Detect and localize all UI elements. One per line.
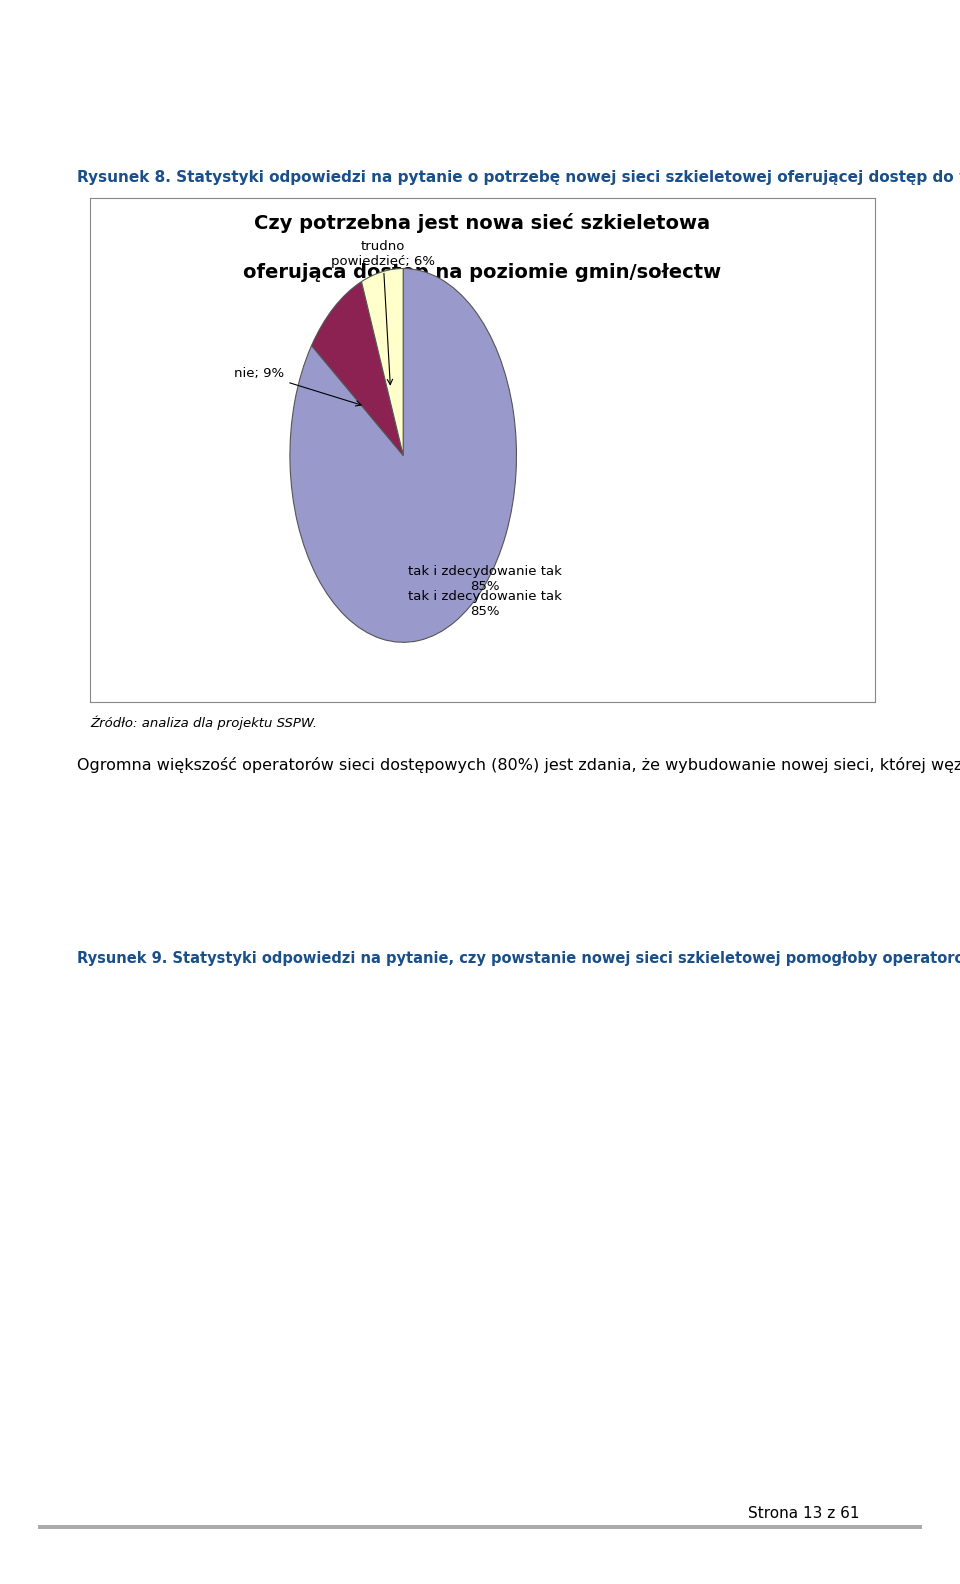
- Text: Czy potrzebna jest nowa sieć szkieletowa: Czy potrzebna jest nowa sieć szkieletowa: [254, 214, 710, 233]
- Text: Rysunek 8. Statystyki odpowiedzi na pytanie o potrzebę nowej sieci szkieletowej : Rysunek 8. Statystyki odpowiedzi na pyta…: [77, 169, 960, 185]
- Text: Strona 13 z 61: Strona 13 z 61: [748, 1506, 859, 1521]
- Text: Rysunek 9. Statystyki odpowiedzi na pytanie, czy powstanie nowej sieci szkieleto: Rysunek 9. Statystyki odpowiedzi na pyta…: [77, 950, 960, 966]
- Text: trudno
powiedzieć; 6%: trudno powiedzieć; 6%: [331, 239, 435, 385]
- Text: tak i zdecydowanie tak
85%: tak i zdecydowanie tak 85%: [408, 565, 562, 592]
- Text: Ogromna większość operatorów sieci dostępowych (80%) jest zdania, że wybudowanie: Ogromna większość operatorów sieci dostę…: [77, 757, 960, 773]
- Text: Źródło: analiza dla projektu SSPW.: Źródło: analiza dla projektu SSPW.: [90, 716, 318, 730]
- Text: oferująca dostęp na poziomie gmin/sołectw: oferująca dostęp na poziomie gmin/sołect…: [243, 263, 722, 282]
- Text: tak i zdecydowanie tak
85%: tak i zdecydowanie tak 85%: [408, 589, 562, 618]
- Wedge shape: [362, 268, 403, 456]
- Wedge shape: [312, 282, 403, 456]
- Text: nie; 9%: nie; 9%: [234, 367, 361, 406]
- Wedge shape: [290, 268, 516, 642]
